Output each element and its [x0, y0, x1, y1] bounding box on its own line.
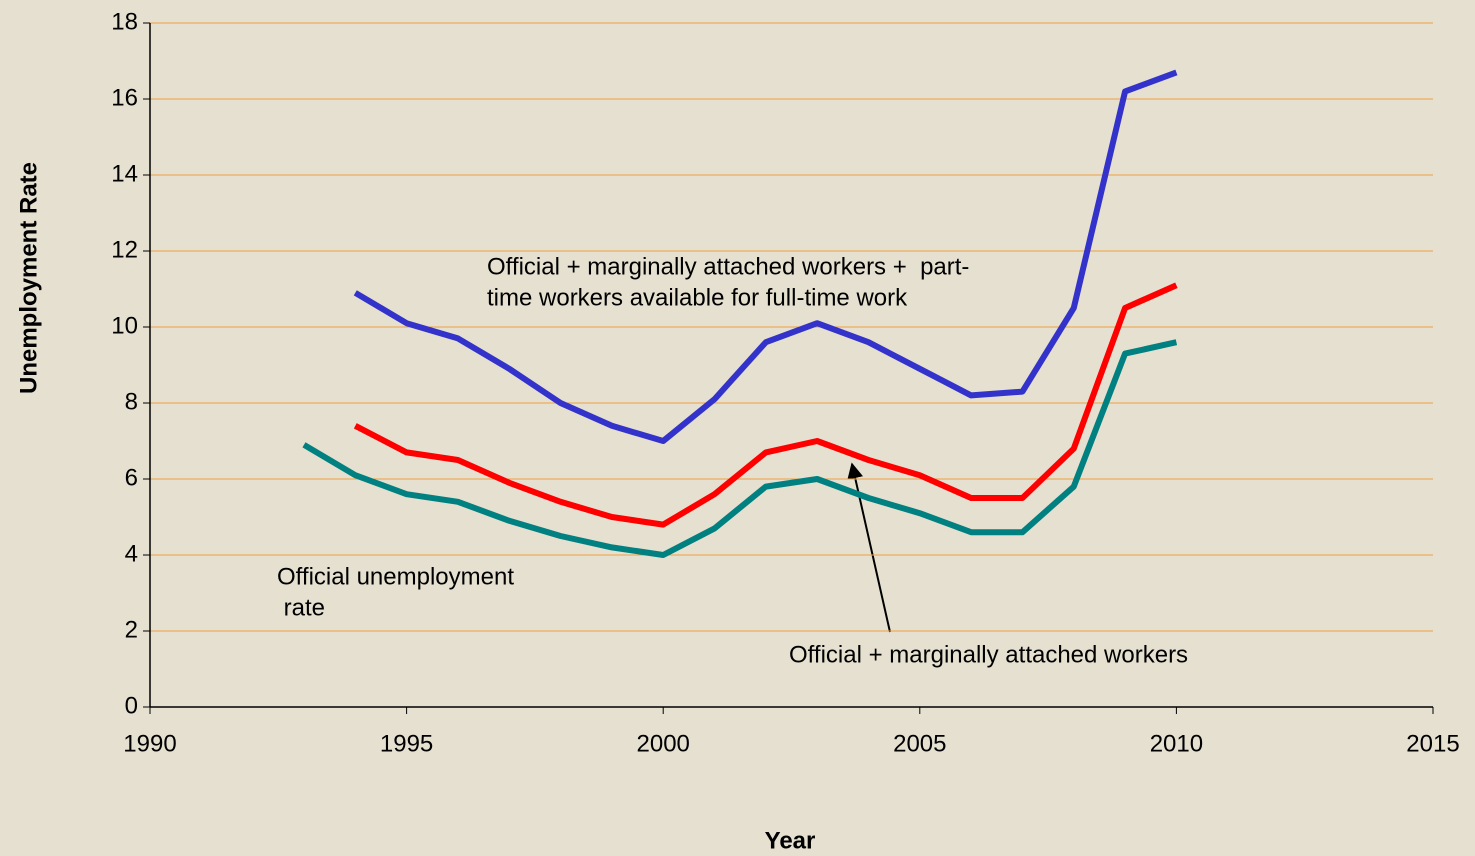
- x-tick-label: 2010: [1150, 730, 1203, 757]
- y-tick-label: 14: [111, 160, 138, 187]
- annotation: time workers available for full-time wor…: [487, 284, 908, 311]
- x-tick-label: 2000: [637, 730, 690, 757]
- y-tick-label: 6: [125, 464, 138, 491]
- y-tick-label: 12: [111, 236, 138, 263]
- y-tick-label: 0: [125, 692, 138, 719]
- x-axis-label: Year: [765, 827, 816, 854]
- y-axis-label: Unemployment Rate: [15, 162, 42, 394]
- x-tick-label: 1990: [123, 730, 176, 757]
- y-tick-label: 16: [111, 84, 138, 111]
- annotation: Official + marginally attached workers: [789, 641, 1188, 668]
- series-line: [353, 282, 1178, 528]
- x-tick-label: 2005: [893, 730, 946, 757]
- x-tick-label: 1995: [380, 730, 433, 757]
- annotation: Official + marginally attached workers +…: [487, 253, 969, 280]
- x-tick-label: 2015: [1406, 730, 1459, 757]
- y-tick-label: 10: [111, 312, 138, 339]
- y-tick-label: 18: [111, 8, 138, 35]
- series-line: [302, 339, 1178, 558]
- annotation: rate: [277, 594, 325, 621]
- y-tick-label: 8: [125, 388, 138, 415]
- annotation: Official unemployment: [277, 563, 514, 590]
- series-line: [353, 69, 1178, 444]
- y-tick-label: 4: [125, 540, 138, 567]
- y-tick-label: 2: [125, 616, 138, 643]
